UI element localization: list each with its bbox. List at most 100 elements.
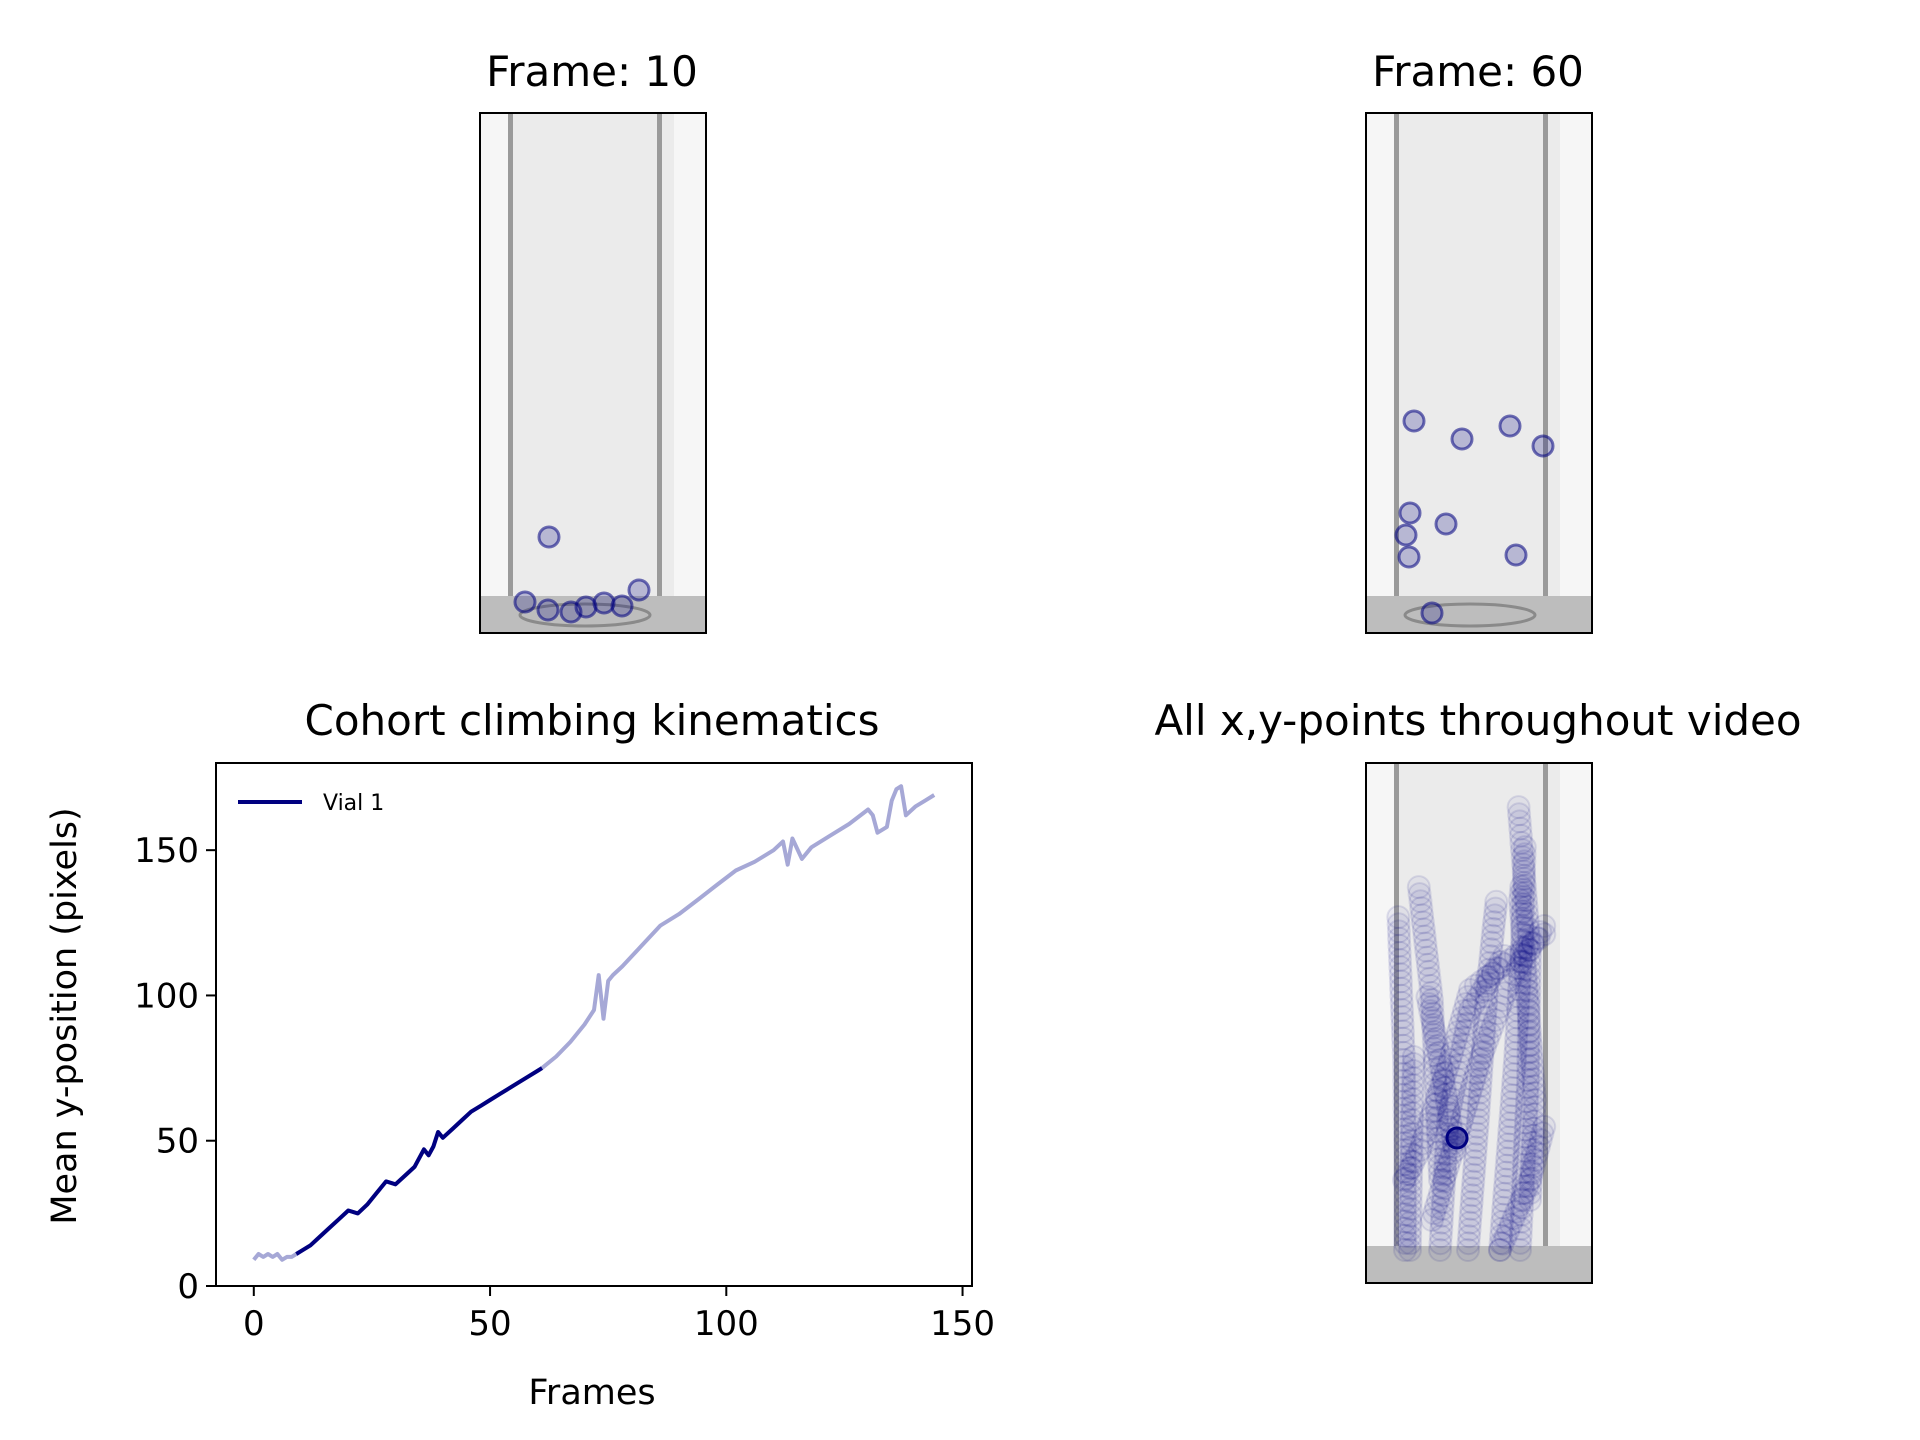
trail-point: [1474, 991, 1499, 1016]
trail-point: [1433, 1082, 1458, 1107]
trail-point: [1446, 1020, 1470, 1044]
trail-point: [1510, 1181, 1535, 1206]
trail-point: [1431, 1176, 1456, 1201]
trail-point: [1393, 1230, 1417, 1255]
y-tick-label: 150: [134, 831, 199, 871]
trail-point: [1509, 950, 1534, 974]
trail-point: [1400, 1087, 1425, 1111]
trail-point: [1401, 1045, 1426, 1069]
trail-point: [1526, 926, 1551, 951]
trail-point: [1513, 1117, 1538, 1142]
trail-point: [1508, 949, 1533, 974]
trail-point: [1401, 1052, 1426, 1076]
trail-point: [1511, 885, 1536, 910]
trail-point: [1509, 939, 1534, 964]
trail-point: [1442, 1073, 1467, 1098]
trail-point: [1421, 1013, 1445, 1037]
trail-point: [1507, 809, 1532, 834]
legend: Vial 1: [238, 791, 384, 816]
trail-point: [1398, 1190, 1423, 1215]
trail-point: [1424, 1084, 1449, 1109]
trail-point: [1509, 830, 1534, 855]
trail-point: [1457, 1217, 1482, 1242]
trail-point: [1430, 1061, 1455, 1086]
trail-point: [1417, 966, 1442, 991]
trail-point: [1391, 1040, 1416, 1065]
trail-point: [1513, 1131, 1537, 1156]
trail-point: [1398, 1176, 1423, 1201]
vial-wall-right: [657, 113, 662, 633]
trail-point: [1399, 1135, 1424, 1160]
trail-point: [1511, 878, 1536, 902]
trail-point: [1475, 1028, 1500, 1052]
trail-point: [1416, 959, 1441, 984]
trail-point: [1427, 1154, 1452, 1179]
trail-point: [1469, 1053, 1494, 1078]
trail-point: [1514, 970, 1539, 995]
trail-point: [1466, 1101, 1491, 1126]
trail-point: [1516, 1047, 1541, 1072]
trail-point: [1516, 1005, 1541, 1030]
trail-point: [1505, 956, 1530, 980]
trail-point: [1499, 1097, 1524, 1122]
trail-point: [1398, 1203, 1423, 1228]
trail-point: [1408, 889, 1433, 914]
trail-point: [1473, 998, 1498, 1023]
trail-point: [1511, 852, 1536, 877]
trail-point: [1506, 984, 1531, 1009]
trail-point: [1454, 1094, 1478, 1119]
trail-point: [1458, 1081, 1482, 1106]
trail-point: [1510, 1188, 1535, 1213]
trail-point: [1507, 802, 1532, 827]
trail-point: [1388, 955, 1413, 980]
trail-point: [1491, 1195, 1516, 1220]
trail-point: [1399, 1149, 1424, 1174]
trail-point: [1516, 916, 1541, 941]
trail-point: [1512, 856, 1537, 881]
trail-point: [1523, 1088, 1547, 1112]
trail-point: [1453, 1018, 1478, 1043]
trail-point: [1467, 1087, 1492, 1112]
trail-point: [1389, 990, 1414, 1015]
trail-point: [1480, 1014, 1505, 1039]
trail-point: [1392, 1168, 1416, 1192]
trail-point: [1435, 1054, 1460, 1079]
trail-point: [1504, 1019, 1529, 1044]
trail-point: [1389, 983, 1414, 1008]
vial-base-ring: [1403, 602, 1537, 628]
trail-point: [1458, 1210, 1483, 1235]
vial-outer-right: [674, 113, 706, 633]
trail-point: [1468, 1066, 1493, 1091]
trail-point: [1393, 1209, 1417, 1234]
trail-point: [1489, 1216, 1514, 1241]
trail-point: [1420, 994, 1445, 1019]
trail-point: [1477, 950, 1502, 975]
trail-point: [1400, 1108, 1424, 1132]
trail-point: [1401, 1073, 1425, 1097]
trail-point: [1500, 1076, 1525, 1101]
trail-point: [1496, 1125, 1521, 1150]
trail-point: [1496, 1218, 1521, 1243]
trail-point: [1391, 1033, 1416, 1058]
trail-point: [1437, 1101, 1462, 1126]
frame-60-border: [1365, 112, 1593, 634]
trail-point: [1473, 974, 1498, 998]
trail-point: [1461, 1162, 1486, 1187]
trail-point: [1497, 1118, 1522, 1143]
trail-point: [1395, 1162, 1420, 1186]
trail-point: [1398, 1183, 1423, 1208]
trail-point: [1519, 1152, 1544, 1177]
trail-point: [1434, 1089, 1459, 1114]
chart-title: Cohort climbing kinematics: [305, 696, 880, 745]
trail-point: [1393, 1188, 1417, 1212]
trail-point: [1473, 1034, 1497, 1059]
fly-marker: [1398, 501, 1422, 525]
trail-point: [1516, 1061, 1541, 1086]
trail-point: [1514, 1103, 1539, 1128]
vial-background: [1366, 763, 1592, 1283]
trail-point: [1517, 951, 1542, 976]
trail-point: [1483, 1008, 1507, 1032]
trail-point: [1434, 1161, 1458, 1186]
trail-point: [1518, 1032, 1543, 1057]
trail-point: [1424, 1091, 1449, 1116]
